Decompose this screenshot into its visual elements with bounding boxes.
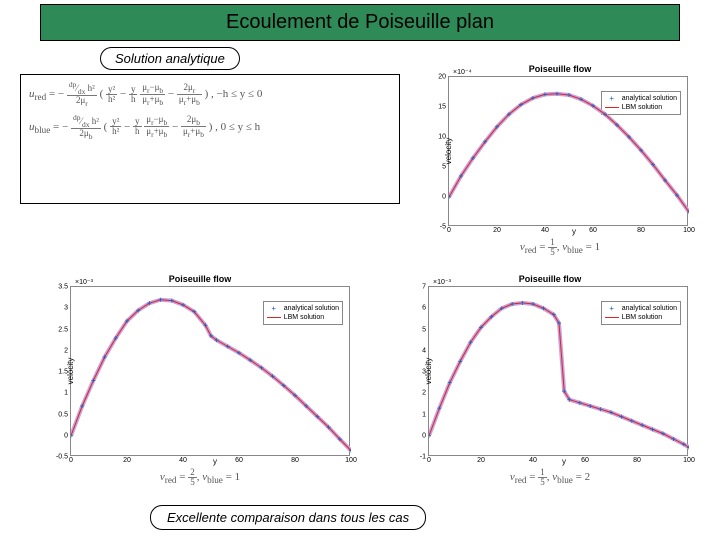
nu-caption: νred = 15, νblue = 1: [420, 238, 700, 257]
nu-caption: νred = 15, νblue = 2: [400, 468, 700, 487]
x-axis-label: y: [428, 457, 700, 466]
x-axis-label: y: [448, 227, 700, 236]
formula-line-2: ublue = − dp⁄dx h²2μb ( y²h² − yh μr−μbμ…: [29, 114, 391, 141]
page-title: Ecoulement de Poiseuille plan: [40, 4, 680, 41]
exp-note: ×10⁻³: [433, 278, 451, 286]
exp-note: ×10⁻³: [75, 278, 93, 286]
x-axis-label: y: [70, 457, 360, 466]
exp-note: ×10⁻⁴: [453, 68, 472, 76]
footer-note: Excellente comparaison dans tous les cas: [150, 505, 426, 530]
nu-caption: νred = 25, νblue = 1: [40, 468, 360, 487]
chart-bottom-left: Poiseuille flow ×10⁻³ velocity +analytic…: [40, 274, 360, 487]
chart-top-right: Poiseuille flow ×10⁻⁴ velocity +analytic…: [420, 64, 700, 257]
solution-label-box: Solution analytique: [100, 47, 240, 70]
formula-box: ured = − dp⁄dx h²2μr ( y²h² − yh μr−μbμr…: [20, 74, 400, 204]
chart-bottom-right: Poiseuille flow ×10⁻³ velocity +analytic…: [400, 274, 700, 487]
formula-line-1: ured = − dp⁄dx h²2μr ( y²h² − yh μr−μbμr…: [29, 81, 391, 108]
